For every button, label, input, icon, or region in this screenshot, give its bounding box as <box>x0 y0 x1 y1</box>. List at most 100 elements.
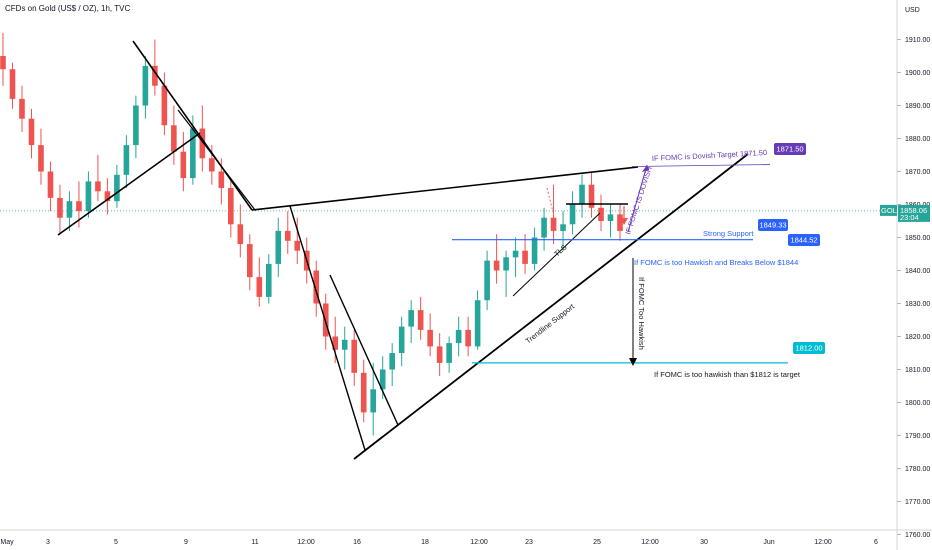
trendline-upper-downtrend <box>132 40 253 211</box>
x-tick-label: 9 <box>184 539 188 546</box>
x-tick-label: 30 <box>700 539 708 546</box>
candle <box>85 171 92 218</box>
dovish-target-text: IF FOMC is Dovish Target 1871.50 <box>652 148 768 163</box>
candle <box>474 290 481 350</box>
candle <box>607 204 614 238</box>
candle <box>247 234 253 291</box>
candle <box>313 260 320 317</box>
y-tick-label: 1890.00 <box>905 103 930 110</box>
x-tick-label: 3 <box>46 539 50 546</box>
candle <box>228 178 234 238</box>
candle <box>484 250 490 311</box>
candle <box>541 207 547 251</box>
svg-text:1812.00: 1812.00 <box>795 344 822 353</box>
dovish-arrow-shaft <box>627 164 648 233</box>
too-hawkish-breaks-text: If FOMC is too Hawkish and Breaks Below … <box>634 258 798 267</box>
candle <box>389 343 395 386</box>
candle <box>550 184 557 245</box>
candle <box>57 184 63 235</box>
x-tick-label: 16 <box>353 539 361 546</box>
candle <box>493 234 500 284</box>
x-tick-label: 18 <box>421 539 429 546</box>
candle <box>408 300 414 344</box>
y-tick-label: 1780.00 <box>905 466 930 473</box>
candle <box>95 155 101 202</box>
x-tick-label: Jun <box>763 539 774 546</box>
wedge-resistance-line <box>251 166 639 211</box>
y-tick-label: 1770.00 <box>905 499 930 506</box>
candle <box>152 39 158 96</box>
candle <box>9 62 16 109</box>
x-tick-label: 25 <box>593 539 601 546</box>
candle <box>436 333 443 377</box>
tls-line <box>512 212 601 297</box>
x-tick-label: 11 <box>251 539 258 546</box>
price-label-box: 1849.33 <box>758 219 788 231</box>
candle <box>237 204 244 258</box>
x-tick-label: 5 <box>114 539 118 546</box>
candle <box>114 164 120 208</box>
svg-text:GOLD: GOLD <box>881 206 903 215</box>
down-channel-left <box>289 205 366 451</box>
candle <box>341 326 348 370</box>
candle <box>265 254 272 304</box>
fomc-too-hawkish-vertical-text: If FOMC Too Hawkish <box>637 277 646 350</box>
x-tick-label: May <box>0 539 14 546</box>
candle <box>284 211 291 254</box>
candle <box>512 237 519 278</box>
candle <box>465 316 471 357</box>
x-tick-label: 12:00 <box>814 539 832 546</box>
candle <box>142 56 149 119</box>
candle <box>28 108 35 159</box>
candle <box>427 313 433 357</box>
x-tick-label: 12:00 <box>641 539 659 546</box>
drawings-layer: IF FOMC is Dovish Target 1871.50 IF FOMC … <box>57 40 825 460</box>
currency-label: USD <box>905 7 920 14</box>
trendline-down-channel-b <box>177 109 256 211</box>
candle <box>360 359 367 423</box>
y-tick-label: 1850.00 <box>905 235 930 242</box>
y-tick-label: 1900.00 <box>905 70 930 77</box>
candle <box>351 329 358 386</box>
candle <box>531 227 538 271</box>
candle <box>522 234 528 274</box>
candle <box>38 128 44 185</box>
chart-header-title: CFDs on Gold (US$ / OZ), 1h, TVC <box>5 4 131 13</box>
time-axis[interactable]: May 3 5 9 11 12:00 16 18 12:00 23 25 12:00 30 Jun 12:0… <box>0 529 932 546</box>
candle <box>104 178 111 215</box>
target-1812-text: If FOMC is too hawkish than $1812 is tar… <box>654 370 801 379</box>
down-channel-right <box>329 274 399 426</box>
y-tick-label: 1760.00 <box>905 532 930 539</box>
x-tick-label: 12:00 <box>297 539 315 546</box>
candle <box>398 316 405 367</box>
candle <box>598 194 604 231</box>
price-label-box: 1844.52 <box>788 234 820 246</box>
trendline-early-support <box>57 132 201 236</box>
candle <box>256 257 263 307</box>
x-tick-label: 6 <box>874 539 878 546</box>
svg-text:1858.06: 1858.06 <box>900 206 927 215</box>
y-tick-label: 1830.00 <box>905 301 930 308</box>
candle <box>47 161 54 212</box>
price-label-box: 1812.00 <box>793 342 825 354</box>
candle <box>417 296 424 340</box>
y-tick-label: 1790.00 <box>905 433 930 440</box>
candle <box>66 191 73 231</box>
if-fomc-dovish-vertical-text: IF FOMC IS DOVISH <box>623 165 653 235</box>
price-axis[interactable]: USD 1910.00 1900.00 1890.00 1880.00 1870.00 18… <box>880 0 930 550</box>
x-tick-label: 12:00 <box>470 539 488 546</box>
red-dashed-arrow <box>546 187 554 213</box>
hawkish-arrow-head <box>629 358 637 366</box>
y-tick-label: 1880.00 <box>905 136 930 143</box>
candle <box>180 131 187 192</box>
y-tick-label: 1810.00 <box>905 367 930 374</box>
y-tick-label: 1840.00 <box>905 268 930 275</box>
svg-text:1844.52: 1844.52 <box>790 236 817 245</box>
svg-text:23:04: 23:04 <box>900 213 919 222</box>
candle <box>370 362 376 436</box>
candle <box>569 191 576 235</box>
price-label-box: 1871.50 <box>774 143 806 155</box>
y-tick-label: 1910.00 <box>905 37 930 44</box>
